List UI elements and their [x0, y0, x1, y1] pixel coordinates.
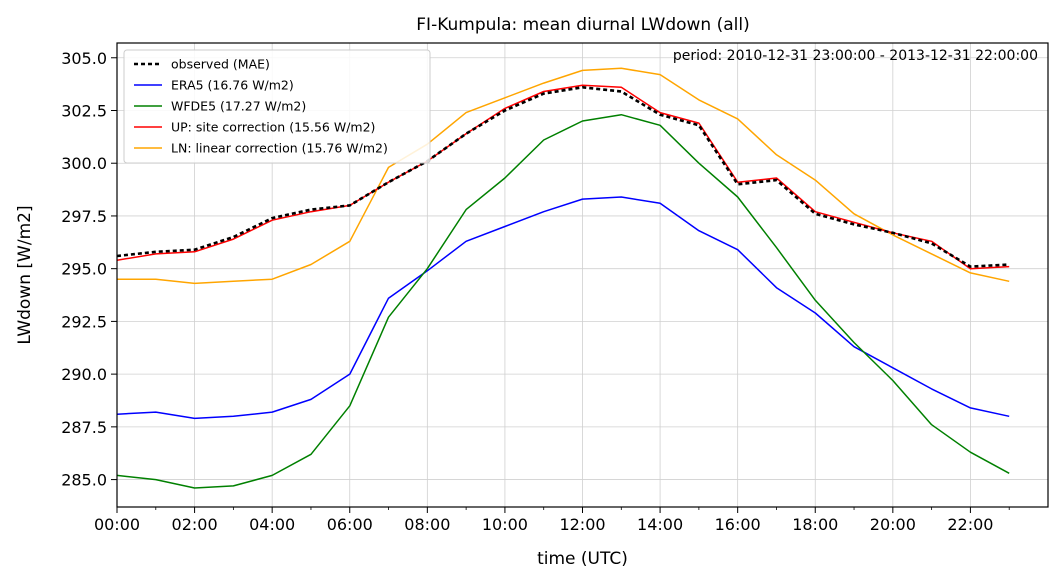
- y-tick-label: 292.5: [61, 312, 107, 331]
- legend-label-3: UP: site correction (15.56 W/m2): [171, 120, 375, 135]
- y-tick-label: 290.0: [61, 365, 107, 384]
- series-lines: [116, 67, 1010, 489]
- y-tick-label: 305.0: [61, 49, 107, 68]
- series-line-4: [117, 67, 1010, 285]
- x-tick-label: 16:00: [715, 515, 761, 534]
- x-tick-label: 18:00: [792, 515, 838, 534]
- y-tick-label: 300.0: [61, 154, 107, 173]
- y-tick-label: 302.5: [61, 101, 107, 120]
- legend-label-2: WFDE5 (17.27 W/m2): [171, 99, 306, 114]
- series-line-3: [116, 84, 1010, 270]
- legend-box: [123, 49, 431, 164]
- y-tick-label: 285.0: [61, 471, 107, 490]
- x-tick-label: 10:00: [482, 515, 528, 534]
- x-tick-label: 02:00: [172, 515, 218, 534]
- x-tick-label: 12:00: [559, 515, 605, 534]
- series-line-0: [116, 86, 1010, 268]
- chart-title: FI-Kumpula: mean diurnal LWdown (all): [416, 15, 749, 35]
- x-tick-label: 06:00: [327, 515, 373, 534]
- y-axis-label: LWdown [W/m2]: [15, 205, 35, 344]
- period-annotation: period: 2010-12-31 23:00:00 - 2013-12-31…: [673, 48, 1038, 64]
- x-tick-label: 22:00: [947, 515, 993, 534]
- x-tick-label: 14:00: [637, 515, 683, 534]
- x-axis-label: time (UTC): [537, 549, 628, 569]
- x-tick-label: 08:00: [404, 515, 450, 534]
- legend-label-0: observed (MAE): [171, 57, 270, 72]
- y-tick-label: 297.5: [61, 207, 107, 226]
- y-tick-label: 287.5: [61, 418, 107, 437]
- legend-label-4: LN: linear correction (15.76 W/m2): [171, 141, 388, 156]
- legend-label-1: ERA5 (16.76 W/m2): [171, 78, 294, 93]
- x-tick-label: 00:00: [94, 515, 140, 534]
- series-line-1: [116, 196, 1010, 420]
- grid: [116, 43, 1048, 507]
- legend: observed (MAE) ERA5 (16.76 W/m2) WFDE5 (17…: [123, 49, 431, 164]
- axis-ticks: 00:00 02:00 04:00 06:00 08:00 10:00 12:00 14:00…: [61, 49, 1010, 534]
- x-tick-label: 04:00: [249, 515, 295, 534]
- y-tick-label: 295.0: [61, 260, 107, 279]
- series-line-2: [116, 113, 1010, 489]
- x-tick-label: 20:00: [870, 515, 916, 534]
